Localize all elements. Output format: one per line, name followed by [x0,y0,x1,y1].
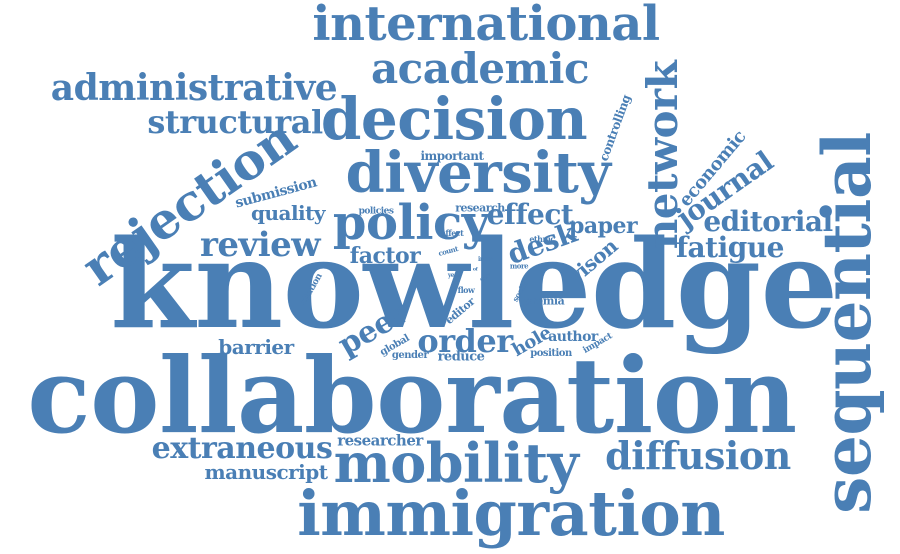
word-research: research [455,201,505,215]
word-important: important [420,149,484,163]
word-effect: effect [486,198,574,231]
word-academic: academic [370,44,590,93]
word-network: network [638,60,687,250]
word-barrier: barrier [218,335,294,359]
word-inter: inter [478,256,492,263]
word-extraneous: extraneous [151,431,333,466]
word-administrative: administrative [50,67,338,109]
word-paper: paper [568,213,638,239]
word-fatigue: fatigue [675,231,785,264]
word-decision: decision [320,85,588,153]
word-flow: flow [457,285,475,295]
word-researcher: researcher [337,431,423,450]
word-premia: premia [523,294,565,308]
word-of: of [472,266,478,273]
word-gender: gender [391,350,429,361]
word-position: position [530,348,572,359]
word-immigration: immigration [297,477,725,550]
word-international: international [312,0,660,52]
word-quality: quality [250,201,326,225]
word-order: order [417,322,513,360]
word-diversity: diversity [345,140,611,206]
word-factor: factor [349,243,421,269]
word-collaboration: collaboration [27,334,797,457]
word-reduce: reduce [437,349,485,365]
word-policies: policies [358,206,394,217]
word-policy: policy [332,195,490,251]
word-mobility: mobility [333,431,579,495]
word-sequential: sequential [808,132,886,514]
word-knowledge: knowledge [110,212,838,356]
word-more: more [509,261,529,271]
word-affect: affect [440,228,464,238]
word-structural: structural [147,103,323,141]
word-controlling: controlling [596,93,634,163]
word-diffusion: diffusion [605,433,791,478]
word-review: review [199,225,321,265]
word-author: author [548,329,598,345]
word-editorial: editorial [703,205,833,238]
word-ethnic: ethnic [529,234,555,244]
word-manuscript: manuscript [204,460,329,484]
word-year: year [447,272,461,279]
